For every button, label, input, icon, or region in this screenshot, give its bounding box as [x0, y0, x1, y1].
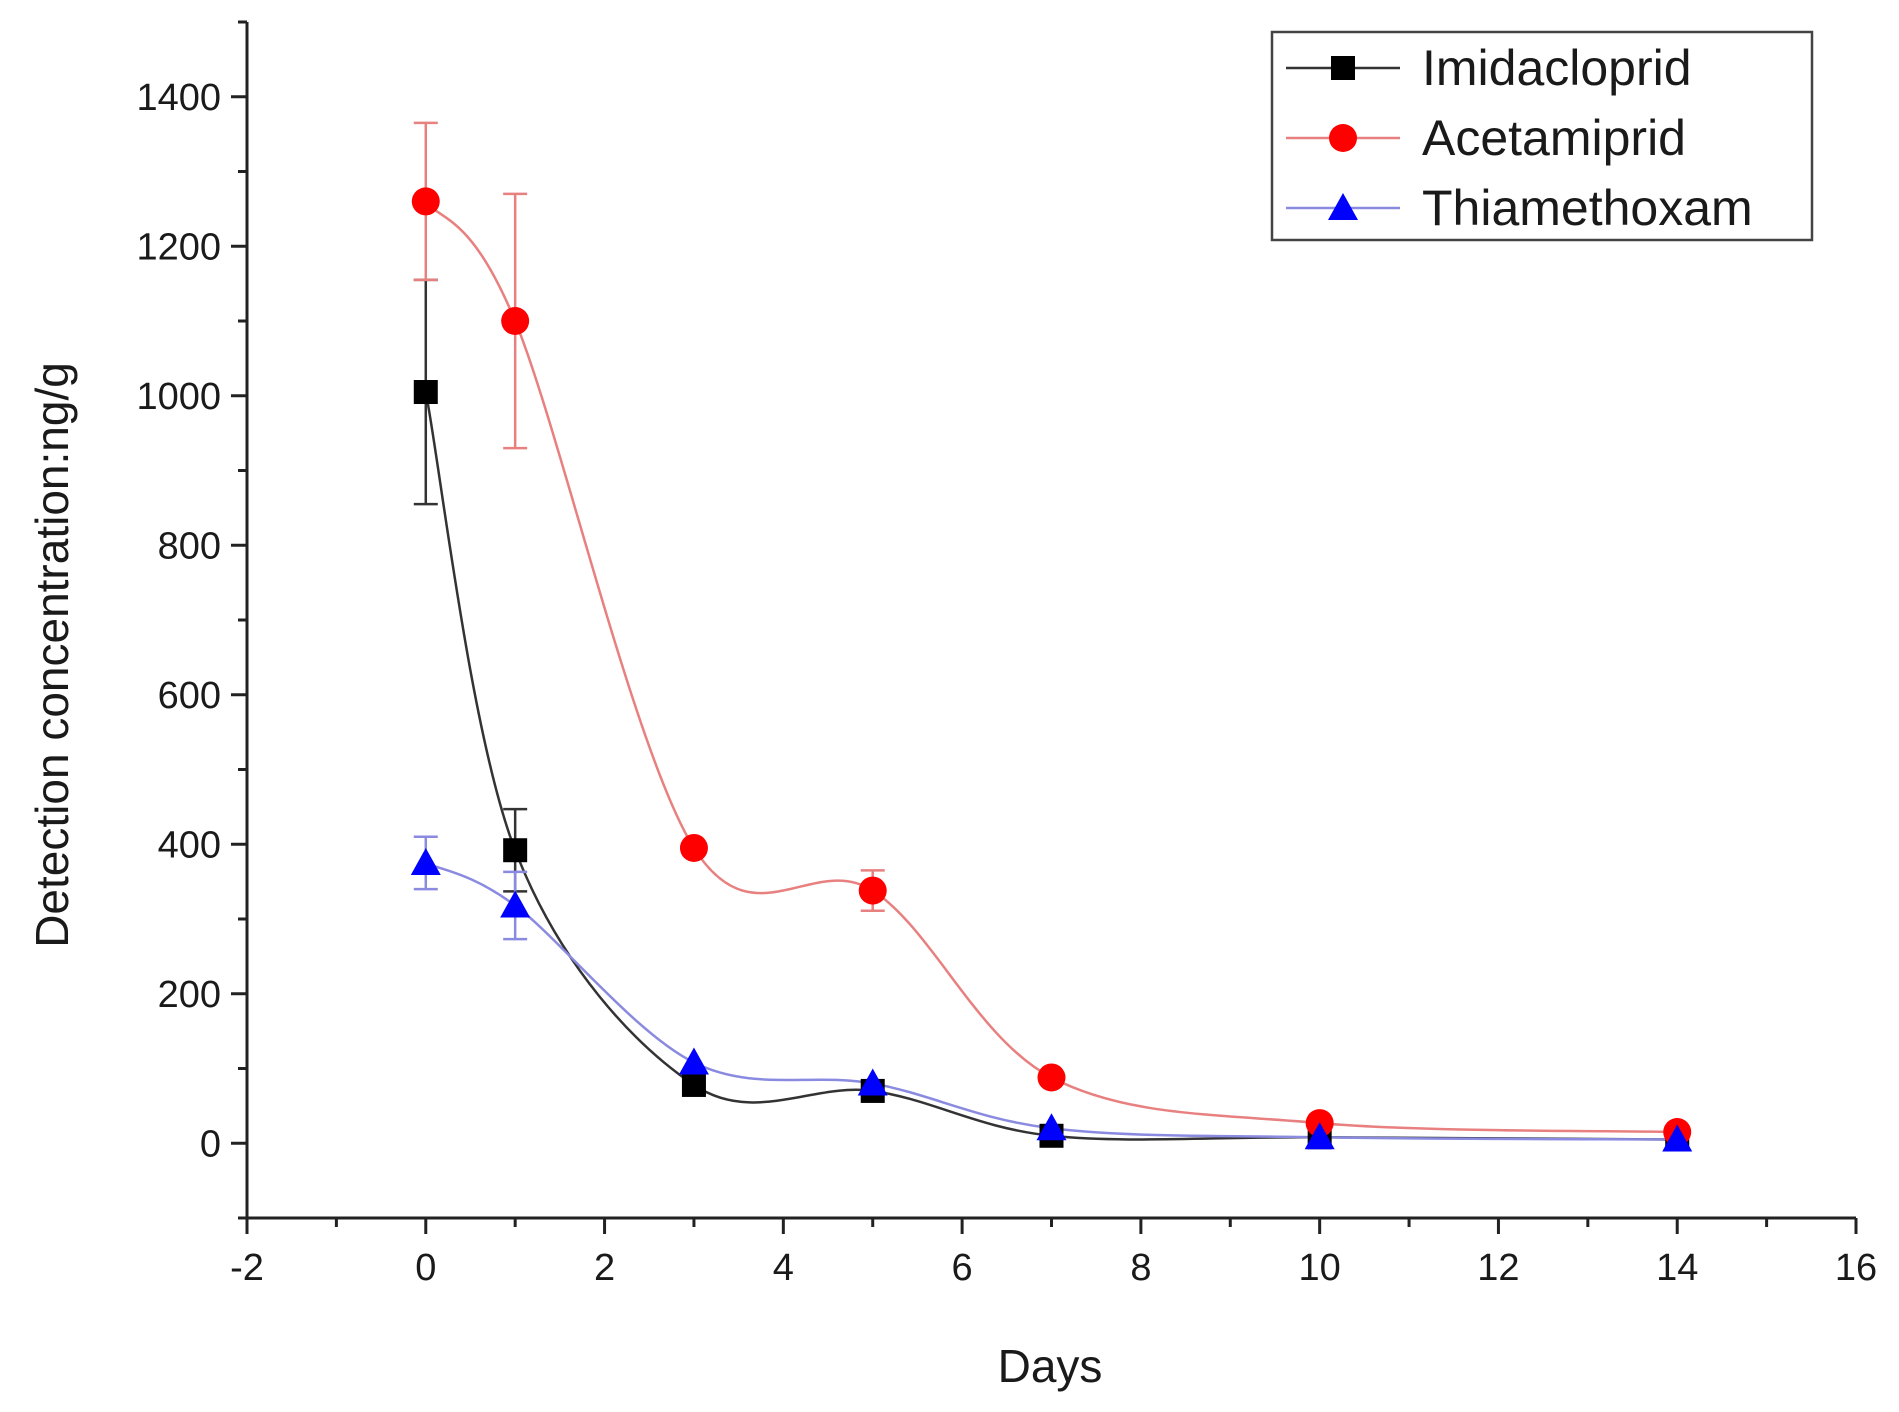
legend-triangle-marker — [1328, 193, 1358, 220]
y-tick-label: 1200 — [136, 226, 221, 268]
data-point-acetamiprid — [679, 833, 708, 862]
x-tick-label: 10 — [1299, 1247, 1341, 1289]
series-line-thiamethoxam — [425, 861, 1678, 1141]
x-tick-label: 14 — [1656, 1247, 1698, 1289]
x-tick-label: -2 — [230, 1247, 264, 1289]
data-point-imidacloprid — [413, 380, 438, 405]
y-tick-label: 600 — [158, 675, 221, 717]
error-bars-group — [413, 121, 885, 941]
data-point-thiamethoxam — [1036, 1113, 1067, 1141]
x-tick-label: 8 — [1130, 1247, 1151, 1289]
y-axis-title: Detection concentration:ng/g — [26, 362, 78, 948]
y-tick-label: 400 — [158, 824, 221, 866]
series-line-imidacloprid — [424, 391, 1678, 1141]
x-tick-label: 16 — [1835, 1247, 1877, 1289]
y-tick-label: 200 — [158, 974, 221, 1016]
x-tick-label: 12 — [1477, 1247, 1519, 1289]
data-point-imidacloprid — [681, 1072, 706, 1097]
axes-group: -2 0 2 4 6 8 10 12 14 16 0 200 400 600 800 1000 1200 1400 — [136, 20, 1877, 1289]
data-point-thiamethoxam — [678, 1047, 709, 1075]
legend-square-marker — [1331, 56, 1355, 80]
x-axis-title: Days — [998, 1340, 1103, 1392]
series-lines-group — [424, 200, 1678, 1141]
x-tick-label: 4 — [773, 1247, 794, 1289]
data-point-thiamethoxam — [500, 890, 531, 918]
x-tick-label: 2 — [594, 1247, 615, 1289]
legend-label: Imidacloprid — [1422, 40, 1692, 96]
data-point-thiamethoxam — [1304, 1122, 1335, 1150]
y-tick-label: 800 — [158, 525, 221, 567]
legend-label: Acetamiprid — [1422, 110, 1686, 166]
y-tick-label: 0 — [200, 1123, 221, 1165]
series-line-acetamiprid — [424, 200, 1678, 1134]
legend-box — [1270, 30, 1814, 242]
data-point-acetamiprid — [1037, 1063, 1066, 1092]
data-point-thiamethoxam — [1662, 1124, 1693, 1152]
data-point-acetamiprid — [411, 187, 440, 216]
data-point-thiamethoxam — [410, 847, 441, 875]
y-tick-label: 1000 — [136, 376, 221, 418]
legend: Imidacloprid Acetamiprid Thiamethoxam — [1270, 30, 1814, 242]
x-tick-label: 6 — [952, 1247, 973, 1289]
y-tick-label: 1400 — [136, 77, 221, 119]
legend-label: Thiamethoxam — [1422, 180, 1753, 236]
x-tick-label: 0 — [415, 1247, 436, 1289]
data-point-thiamethoxam — [857, 1068, 888, 1096]
legend-circle-marker — [1329, 124, 1357, 152]
data-point-acetamiprid — [858, 876, 887, 905]
data-point-acetamiprid — [501, 307, 530, 335]
markers-group — [410, 187, 1693, 1152]
data-point-imidacloprid — [503, 838, 528, 863]
